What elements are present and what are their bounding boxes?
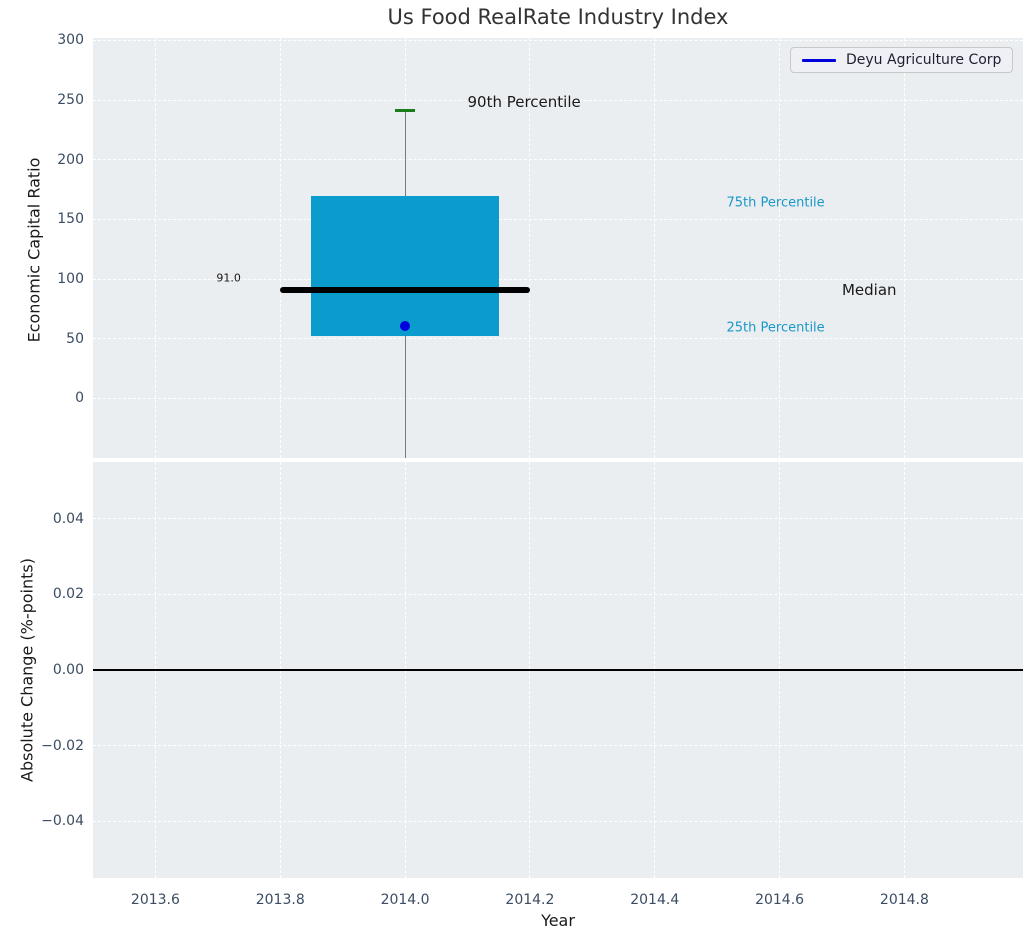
grid-line-horizontal	[93, 278, 1023, 280]
grid-line-vertical	[779, 38, 781, 458]
y-tick-label: 200	[57, 151, 84, 168]
y-tick-label: 100	[57, 271, 84, 288]
y-tick-label: −0.04	[41, 813, 84, 830]
company-point	[400, 320, 411, 331]
grid-line-vertical	[529, 38, 531, 458]
grid-line-horizontal	[93, 39, 1023, 41]
x-tick-label: 2014.4	[630, 892, 680, 908]
y-tick-label: 250	[57, 92, 84, 109]
iqr-box	[311, 195, 499, 337]
annotation-median: Median	[841, 280, 897, 299]
y-tick-label: 0	[75, 390, 84, 407]
grid-line-horizontal	[93, 593, 1023, 595]
y-tick-label: 0.02	[52, 586, 84, 603]
y-tick-label: −0.02	[41, 737, 84, 754]
y-tick-label: 300	[57, 32, 84, 49]
annotation-91-0: 91.0	[216, 271, 241, 285]
legend-label: Deyu Agriculture Corp	[846, 52, 1002, 68]
zero-line	[93, 669, 1023, 671]
grid-line-horizontal	[93, 159, 1023, 161]
grid-line-horizontal	[93, 218, 1023, 220]
x-tick-label: 2014.8	[879, 892, 929, 908]
y-tick-label: 0.04	[52, 510, 84, 527]
x-axis-label: Year	[541, 911, 575, 930]
x-tick-label: 2013.6	[130, 892, 180, 908]
y-tick-label: 50	[66, 330, 84, 347]
legend-line-sample	[802, 58, 836, 62]
grid-line-vertical	[903, 38, 905, 458]
p90-cap	[395, 108, 416, 112]
y-axis-label-bottom: Absolute Change (%-points)	[17, 558, 37, 782]
annotation-90th-percentile: 90th Percentile	[467, 93, 581, 112]
y-tick-label: 150	[57, 211, 84, 228]
x-tick-label: 2014.0	[380, 892, 430, 908]
annotation-25th-percentile: 25th Percentile	[726, 320, 825, 336]
top-axes: 90th Percentile 75th Percentile Median 25th…	[93, 38, 1023, 458]
grid-line-horizontal	[93, 397, 1023, 399]
x-tick-label: 2014.2	[505, 892, 555, 908]
x-tick-label: 2013.8	[255, 892, 305, 908]
annotation-75th-percentile: 75th Percentile	[726, 195, 825, 211]
y-axis-label-top: Economic Capital Ratio	[24, 157, 44, 343]
grid-line-horizontal	[93, 745, 1023, 747]
y-tick-label: 0.00	[52, 662, 84, 678]
grid-line-vertical	[154, 38, 156, 458]
grid-line-horizontal	[93, 820, 1023, 822]
grid-line-horizontal	[93, 518, 1023, 520]
bottom-axes	[93, 462, 1023, 878]
grid-line-vertical	[279, 38, 281, 458]
chart-title: Us Food RealRate Industry Index	[387, 5, 729, 29]
grid-line-horizontal	[93, 338, 1023, 340]
grid-line-horizontal	[93, 99, 1023, 101]
legend: Deyu Agriculture Corp	[790, 47, 1014, 73]
median-line	[280, 286, 530, 293]
x-tick-label: 2014.6	[755, 892, 805, 908]
grid-line-vertical	[654, 38, 656, 458]
